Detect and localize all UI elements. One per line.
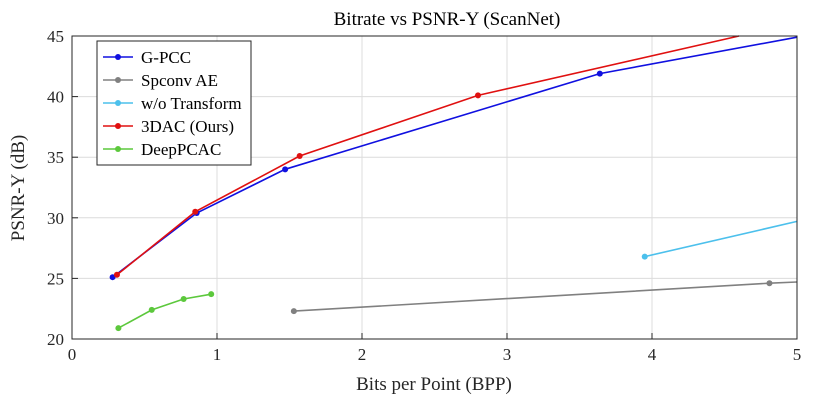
data-point-g-pcc [282,166,289,173]
data-point-deeppcac [208,291,215,298]
x-tick-label: 5 [793,345,802,364]
data-point-deeppcac [180,296,187,303]
y-tick-label: 20 [47,330,64,349]
series-deeppcac [115,291,215,332]
legend-swatch-marker [115,123,121,129]
legend-label: 3DAC (Ours) [141,117,234,136]
data-point-w-o-transform [641,253,648,260]
series-w-o-transform [641,220,798,260]
y-tick-label: 45 [47,27,64,46]
data-point-3dac-ours [192,208,199,215]
legend-swatch-marker [115,100,121,106]
series-layer [109,35,798,332]
y-axis-label: PSNR-Y (dB) [8,135,29,241]
data-point-g-pcc [596,70,603,77]
legend-label: G-PCC [141,48,191,67]
data-point-spconv-ae [766,280,773,287]
series-3dac-ours [113,35,740,278]
x-tick-label: 3 [503,345,512,364]
legend-item-3dac-ours: 3DAC (Ours) [103,117,234,136]
data-point-3dac-ours [296,152,303,159]
x-tick-label: 2 [358,345,367,364]
x-axis-label: Bits per Point (BPP) [356,374,512,395]
legend-item-g-pcc: G-PCC [103,48,191,67]
legend-swatch-marker [115,77,121,83]
x-tick-label: 1 [213,345,222,364]
series-line-w-o-transform [644,220,798,258]
data-point-3dac-ours [113,271,120,278]
y-tick-label: 30 [47,209,64,228]
legend-swatch-marker [115,54,121,60]
data-point-spconv-ae [290,308,297,315]
legend-label: Spconv AE [141,71,218,90]
data-point-deeppcac [148,306,155,313]
plot-frame [71,35,798,340]
chart-title: Bitrate vs PSNR-Y (ScanNet) [334,9,561,30]
series-line-deeppcac [118,293,212,329]
legend-item-deeppcac: DeepPCAC [103,140,221,159]
data-point-deeppcac [115,325,122,332]
y-tick-label: 35 [47,148,64,167]
x-tick-label: 4 [648,345,657,364]
y-tick-label: 40 [47,88,64,107]
legend: G-PCC Spconv AE w/o Transform 3DAC (Ours) De… [96,40,252,166]
series-line-spconv-ae [293,281,798,312]
legend-item-spconv-ae: Spconv AE [103,71,218,90]
x-tick-label: 0 [68,345,77,364]
series-spconv-ae [290,280,798,315]
legend-swatch-marker [115,146,121,152]
legend-label: w/o Transform [141,94,242,113]
y-tick-label: 25 [47,269,64,288]
legend-label: DeepPCAC [141,140,221,159]
data-point-3dac-ours [475,92,481,99]
legend-item-w-o-transform: w/o Transform [103,94,242,113]
